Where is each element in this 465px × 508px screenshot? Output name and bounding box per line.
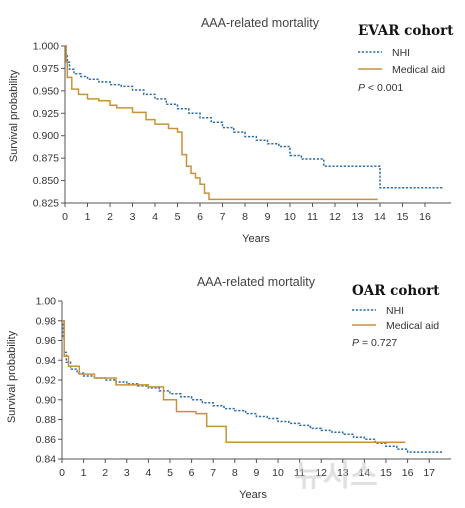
y-tick-label: 1.00 [36, 296, 57, 308]
x-tick-label: 15 [397, 211, 409, 223]
x-axis-title: Years [239, 489, 267, 501]
x-tick-label: 0 [59, 467, 65, 479]
x-tick-label: 13 [337, 467, 349, 479]
y-axis-title: Survival probability [8, 69, 20, 162]
legend: NHI Medical aid P = 0.727 [352, 305, 439, 349]
legend-label-medical-aid: Medical aid [392, 64, 445, 76]
y-tick-label: 0.975 [33, 63, 59, 75]
y-tick-label: 0.92 [36, 375, 57, 387]
watermark-logo: 뉴시스 [295, 459, 378, 494]
cohort-title: OAR cohort [352, 283, 440, 299]
x-tick-label: 16 [402, 467, 414, 479]
legend-label-nhi: NHI [392, 47, 410, 59]
x-tick-label: 5 [167, 467, 173, 479]
chart-title: AAA-related mortality [201, 16, 320, 30]
x-tick-label: 2 [107, 211, 113, 223]
p-value-symbol: P [352, 337, 359, 349]
y-tick-label: 0.98 [36, 315, 57, 327]
x-tick-label: 7 [220, 211, 226, 223]
x-tick-label: 15 [380, 467, 392, 479]
chart-title: AAA-related mortality [197, 275, 316, 289]
x-tick-label: 6 [197, 211, 203, 223]
y-tick-label: 0.94 [36, 355, 57, 367]
x-tick-label: 3 [124, 467, 130, 479]
x-tick-label: 1 [81, 467, 87, 479]
axes: 1.000 0.975 0.950 0.925 0.900 0.875 0.850 0.825… [33, 41, 451, 223]
x-tick-label: 9 [253, 467, 259, 479]
y-axis-title: Survival probability [6, 330, 18, 423]
x-tick-label: 11 [294, 467, 305, 479]
x-tick-label: 11 [307, 211, 318, 223]
legend-label-medical-aid: Medical aid [386, 320, 439, 332]
p-value: P < 0.001 [358, 82, 403, 94]
p-value-text: < 0.001 [365, 82, 403, 94]
x-tick-label: 6 [189, 467, 195, 479]
x-tick-label: 13 [352, 211, 364, 223]
x-axis-title: Years [242, 233, 270, 245]
y-tick-label: 0.825 [33, 198, 59, 210]
x-tick-label: 2 [102, 467, 108, 479]
x-tick-label: 0 [62, 211, 68, 223]
p-value-symbol: P [358, 82, 365, 94]
y-tick-label: 0.90 [36, 394, 57, 406]
x-tick-label: 1 [85, 211, 91, 223]
y-tick-label: 0.900 [33, 130, 59, 142]
y-tick-label: 0.88 [36, 414, 57, 426]
x-tick-label: 7 [210, 467, 216, 479]
p-value: P = 0.727 [352, 337, 397, 349]
series-line-nhi [65, 45, 443, 189]
y-tick-label: 0.96 [36, 335, 57, 347]
y-tick-label: 0.84 [36, 454, 57, 466]
x-tick-label: 3 [130, 211, 136, 223]
x-tick-label: 17 [423, 467, 435, 479]
series-lines [62, 320, 443, 453]
x-tick-label: 10 [284, 211, 296, 223]
y-tick-label: 0.875 [33, 153, 59, 165]
y-tick-label: 0.950 [33, 85, 59, 97]
x-tick-label: 12 [315, 467, 327, 479]
x-tick-label: 12 [329, 211, 341, 223]
axes: 1.000.980.960.940.920.900.880.860.840 1 2 3… [36, 296, 451, 479]
x-tick-label: 4 [152, 211, 158, 223]
x-tick-label: 8 [242, 211, 248, 223]
x-tick-label: 5 [175, 211, 181, 223]
cohort-title: EVAR cohort [358, 23, 454, 39]
series-line-medical-aid [62, 320, 406, 443]
series-line-medical-aid [65, 45, 378, 201]
legend-label-nhi: NHI [386, 305, 404, 317]
x-tick-label: 10 [272, 467, 284, 479]
y-tick-label: 0.925 [33, 108, 59, 120]
series-line-nhi [62, 320, 443, 453]
series-lines [65, 45, 443, 201]
legend: NHI Medical aid P < 0.001 [358, 47, 445, 94]
p-value-text: = 0.727 [359, 337, 397, 349]
x-tick-label: 16 [419, 211, 431, 223]
x-tick-label: 8 [232, 467, 238, 479]
x-tick-label: 14 [359, 467, 371, 479]
x-tick-label: 9 [265, 211, 271, 223]
oar-chart-panel: AAA-related mortality OAR cohort Surviva… [6, 275, 451, 501]
x-tick-label: 14 [374, 211, 386, 223]
y-tick-label: 1.000 [33, 41, 59, 53]
y-tick-label: 0.850 [33, 175, 59, 187]
evar-chart-panel: AAA-related mortality EVAR cohort Surviv… [8, 16, 454, 245]
x-tick-label: 4 [145, 467, 151, 479]
y-tick-label: 0.86 [36, 434, 57, 446]
